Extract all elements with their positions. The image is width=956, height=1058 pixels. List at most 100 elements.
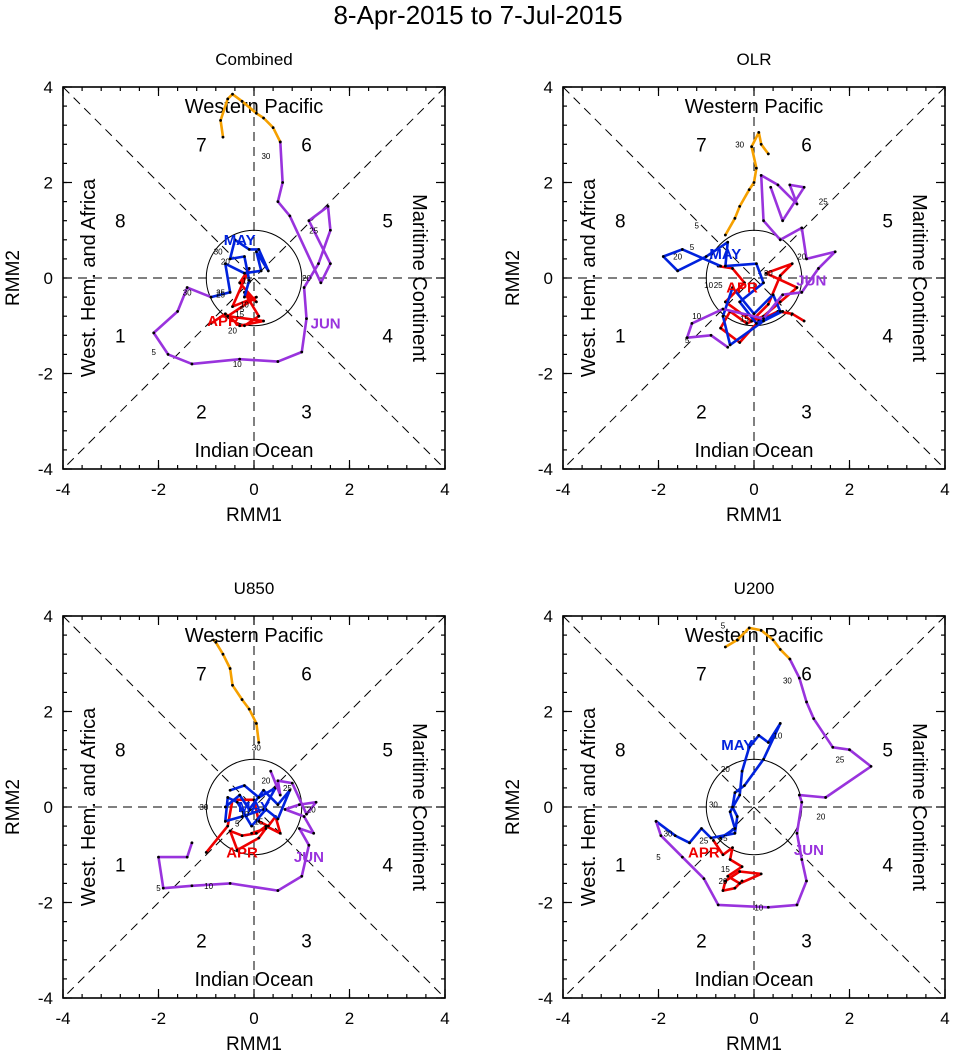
x-tick-label: 2 (345, 480, 354, 499)
y-tick-label: 0 (544, 798, 553, 817)
day-marker (302, 815, 306, 818)
day-marker (266, 824, 270, 828)
day-marker (797, 676, 801, 680)
day-label: 5 (694, 221, 699, 230)
day-marker (254, 250, 258, 254)
day-marker (254, 295, 258, 299)
day-marker (240, 834, 244, 838)
phase-number-1: 1 (615, 855, 626, 876)
day-marker (731, 286, 734, 289)
day-marker (759, 173, 763, 177)
y-tick-label: 4 (44, 78, 53, 97)
phase-number-6: 6 (301, 664, 312, 685)
day-marker (238, 324, 242, 328)
phase-number-2: 2 (196, 932, 207, 953)
panel-u850: U850 Western Pacific Indian Ocean West. Hem… (3, 579, 450, 1055)
x-tick-label: -2 (651, 1009, 666, 1028)
day-marker (176, 310, 180, 313)
day-marker (247, 247, 251, 251)
x-tick-label: 4 (940, 1009, 949, 1028)
x-tick-label: -2 (151, 480, 166, 499)
panel-combined: Combined Western Pacific Indian Ocean West.… (3, 50, 450, 526)
series-line-may (209, 238, 270, 299)
day-marker (314, 800, 318, 804)
phase-number-1: 1 (115, 855, 126, 876)
day-marker (214, 640, 218, 644)
day-marker (247, 707, 251, 711)
day-marker (740, 769, 744, 773)
day-label: 10 (204, 882, 213, 891)
day-marker (733, 831, 737, 835)
x-tick-label: 2 (345, 1009, 354, 1028)
day-marker (231, 305, 234, 309)
y-tick-label: 4 (544, 78, 553, 97)
y-axis-label: RMM2 (503, 250, 524, 306)
day-marker (762, 317, 765, 320)
day-marker (264, 827, 268, 830)
day-marker (788, 183, 792, 187)
region-label-west-hem-africa: West. Hem. and Africa (578, 707, 600, 906)
y-tick-label: 0 (44, 798, 53, 817)
day-label: 5 (240, 305, 245, 314)
day-marker (831, 745, 835, 749)
phase-number-5: 5 (382, 212, 393, 233)
day-marker (738, 300, 742, 304)
day-marker (778, 310, 782, 313)
day-label: 10 (240, 810, 249, 819)
day-marker (317, 262, 320, 266)
day-marker (726, 240, 730, 244)
month-label-may: MAY (238, 799, 270, 816)
day-marker (271, 126, 275, 129)
phase-number-4: 4 (382, 326, 393, 347)
y-tick-label: -2 (38, 894, 53, 913)
day-marker (869, 765, 873, 768)
panel-title: OLR (737, 50, 772, 69)
day-marker (673, 834, 677, 838)
day-marker (719, 264, 722, 268)
day-marker (221, 652, 225, 656)
region-label-west-hem-africa: West. Hem. and Africa (78, 178, 100, 377)
day-marker (231, 92, 234, 96)
day-marker (795, 286, 799, 289)
day-marker (802, 319, 806, 323)
day-label: 20 (261, 777, 270, 786)
day-marker (300, 874, 304, 878)
phase-number-7: 7 (196, 135, 207, 156)
x-tick-label: -4 (55, 1009, 70, 1028)
day-marker (812, 717, 816, 721)
series-group (157, 638, 318, 892)
y-tick-label: 2 (44, 174, 53, 193)
x-axis-label: RMM1 (226, 1034, 282, 1055)
series-line-may (224, 784, 292, 828)
day-marker (297, 827, 301, 830)
day-marker (752, 312, 756, 316)
series-line-jun (654, 657, 873, 909)
panel-olr: OLR Western Pacific Indian Ocean West. Hem.… (503, 50, 950, 526)
region-label-western-pacific: Western Pacific (685, 96, 824, 118)
day-marker (723, 264, 727, 268)
day-marker (269, 769, 273, 773)
day-label: 30 (214, 248, 223, 257)
day-label: 25 (699, 836, 708, 845)
day-marker (247, 278, 251, 282)
day-label: 15 (740, 315, 749, 324)
day-marker (723, 879, 727, 883)
day-marker (226, 796, 230, 799)
day-marker (762, 757, 765, 761)
day-label: 20 (307, 805, 316, 814)
x-tick-label: -4 (555, 480, 570, 499)
day-marker (766, 302, 770, 306)
day-marker (329, 228, 332, 232)
day-marker (329, 262, 332, 266)
day-marker (209, 321, 213, 325)
day-marker (800, 290, 804, 294)
day-marker (326, 204, 330, 208)
day-marker (738, 870, 742, 873)
month-label-apr: APR (688, 844, 720, 861)
day-label: 10 (754, 903, 763, 912)
day-marker (283, 807, 287, 811)
region-label-indian-ocean: Indian Ocean (195, 440, 314, 462)
y-tick-label: -4 (38, 989, 53, 1008)
day-marker (747, 188, 751, 192)
day-marker (254, 111, 258, 115)
